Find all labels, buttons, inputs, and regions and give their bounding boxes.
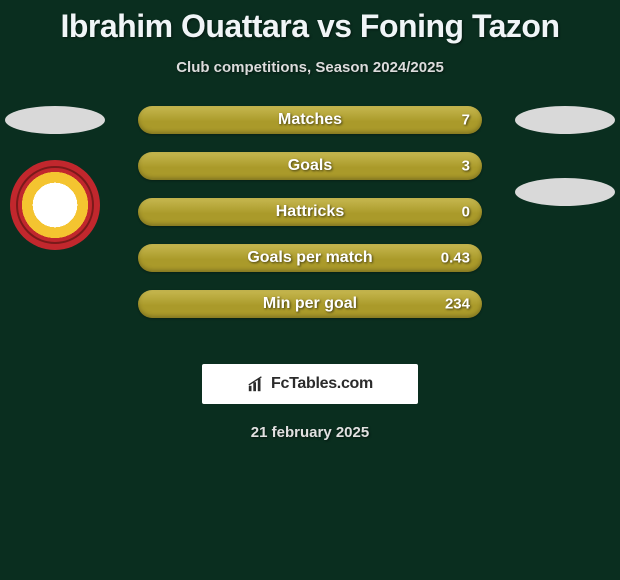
footer-date: 21 february 2025 [0,424,620,441]
stat-bar: Goals per match 0.43 [138,244,482,272]
stat-bars: Matches 7 Goals 3 Hattricks 0 Goals per match 0… [138,106,482,318]
photo-placeholder-oval [5,106,105,134]
photo-placeholder-oval [515,106,615,134]
stat-value-right: 0.43 [441,250,470,267]
stat-label: Min per goal [263,295,357,313]
stat-label: Goals [288,157,332,175]
bars-icon [247,375,265,393]
player1-name: Ibrahim Ouattara [60,8,308,44]
stat-label: Hattricks [276,203,344,221]
stat-value-right: 234 [445,296,470,313]
stat-label: Goals per match [247,249,372,267]
vs-separator: vs [317,8,352,44]
stat-value-right: 0 [462,204,470,221]
club-placeholder-oval [515,178,615,206]
stat-value-right: 3 [462,158,470,175]
right-player-column [510,106,620,206]
branding-badge: FcTables.com [202,364,418,404]
stat-value-right: 7 [462,112,470,129]
stat-label: Matches [278,111,342,129]
club-crest-icon [10,160,100,250]
stat-bar: Matches 7 [138,106,482,134]
player2-name: Foning Tazon [360,8,560,44]
stat-bar: Hattricks 0 [138,198,482,226]
branding-text: FcTables.com [271,375,373,393]
infographic-root: Ibrahim Ouattara vs Foning Tazon Club co… [0,0,620,441]
stat-bar: Min per goal 234 [138,290,482,318]
stat-bar: Goals 3 [138,152,482,180]
left-player-column [0,106,110,250]
stats-section: Matches 7 Goals 3 Hattricks 0 Goals per match 0… [0,106,620,346]
comparison-title: Ibrahim Ouattara vs Foning Tazon [0,8,620,45]
subtitle: Club competitions, Season 2024/2025 [0,59,620,76]
